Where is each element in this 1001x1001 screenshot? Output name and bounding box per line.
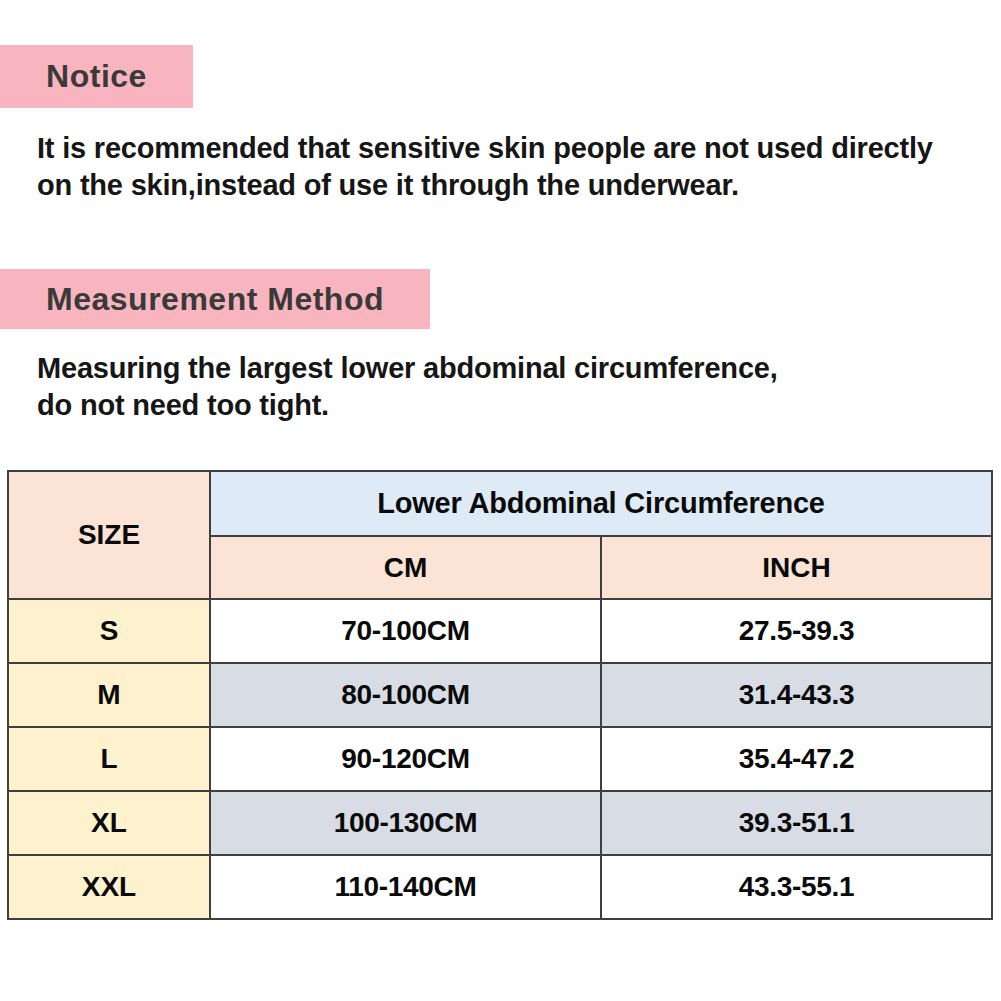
table-row: XL 100-130CM 39.3-51.1: [8, 791, 992, 855]
inch-value: 31.4-43.3: [601, 663, 992, 727]
inch-value: 39.3-51.1: [601, 791, 992, 855]
size-column-header: SIZE: [8, 471, 210, 599]
table-header-row: SIZE Lower Abdominal Circumference: [8, 471, 992, 536]
table-row: L 90-120CM 35.4-47.2: [8, 727, 992, 791]
notice-body-line1: It is recommended that sensitive skin pe…: [37, 130, 933, 167]
cm-value: 110-140CM: [210, 855, 601, 919]
cm-value: 70-100CM: [210, 599, 601, 663]
size-label: XL: [8, 791, 210, 855]
cm-value: 80-100CM: [210, 663, 601, 727]
measurement-method-title: Measurement Method: [46, 281, 384, 318]
measurement-body-line2: do not need too tight.: [37, 387, 778, 424]
notice-heading: Notice: [0, 45, 193, 108]
table-row: S 70-100CM 27.5-39.3: [8, 599, 992, 663]
circumference-group-header: Lower Abdominal Circumference: [210, 471, 992, 536]
size-label: XXL: [8, 855, 210, 919]
measurement-body-line1: Measuring the largest lower abdominal ci…: [37, 350, 778, 387]
notice-body-line2: on the skin,instead of use it through th…: [37, 167, 933, 204]
notice-body: It is recommended that sensitive skin pe…: [37, 130, 933, 204]
size-label: S: [8, 599, 210, 663]
inch-value: 27.5-39.3: [601, 599, 992, 663]
size-label: L: [8, 727, 210, 791]
product-size-guide-page: Notice It is recommended that sensitive …: [0, 0, 1001, 1001]
size-label: M: [8, 663, 210, 727]
table-row: M 80-100CM 31.4-43.3: [8, 663, 992, 727]
cm-column-header: CM: [210, 536, 601, 599]
size-chart-table: SIZE Lower Abdominal Circumference CM IN…: [7, 470, 993, 920]
measurement-method-heading: Measurement Method: [0, 269, 430, 329]
measurement-method-body: Measuring the largest lower abdominal ci…: [37, 350, 778, 424]
notice-title: Notice: [46, 58, 147, 95]
cm-value: 90-120CM: [210, 727, 601, 791]
inch-value: 35.4-47.2: [601, 727, 992, 791]
cm-value: 100-130CM: [210, 791, 601, 855]
inch-value: 43.3-55.1: [601, 855, 992, 919]
table-row: XXL 110-140CM 43.3-55.1: [8, 855, 992, 919]
inch-column-header: INCH: [601, 536, 992, 599]
